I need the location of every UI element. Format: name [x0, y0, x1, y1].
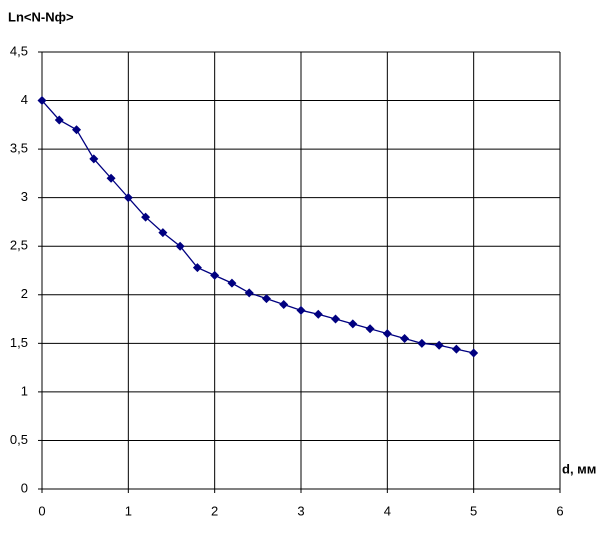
y-tick-label: 0 — [21, 480, 28, 495]
x-tick-label: 1 — [125, 503, 132, 518]
y-axis-label: Ln<N-Nф> — [8, 9, 74, 24]
data-point — [469, 348, 479, 358]
y-tick-label: 1 — [21, 383, 28, 398]
data-point — [192, 263, 202, 273]
y-tick-label: 4 — [21, 92, 28, 107]
data-point — [210, 270, 220, 280]
data-point — [296, 305, 306, 315]
data-point — [279, 299, 289, 309]
data-point — [244, 288, 254, 298]
x-tick-label: 3 — [297, 503, 304, 518]
data-point — [365, 324, 375, 334]
x-tick-label: 4 — [384, 503, 391, 518]
data-point — [89, 154, 99, 164]
data-point — [434, 340, 444, 350]
data-point — [417, 338, 427, 348]
y-tick-label: 2,5 — [10, 238, 28, 253]
y-tick-label: 3,5 — [10, 141, 28, 156]
data-point — [313, 309, 323, 319]
data-point — [158, 228, 168, 238]
data-point — [54, 115, 64, 125]
data-point — [227, 278, 237, 288]
data-point — [451, 344, 461, 354]
y-tick-label: 0,5 — [10, 432, 28, 447]
data-point — [331, 314, 341, 324]
data-point — [175, 241, 185, 251]
data-line — [41, 100, 474, 354]
y-tick-label: 3 — [21, 189, 28, 204]
x-axis-label: d, мм — [562, 461, 596, 476]
y-tick-label: 1,5 — [10, 335, 28, 350]
data-point — [261, 294, 271, 304]
x-tick-label: 0 — [38, 503, 45, 518]
y-tick-label: 2 — [21, 286, 28, 301]
data-point — [400, 333, 410, 343]
x-tick-label: 5 — [470, 503, 477, 518]
data-point — [141, 212, 151, 222]
data-point — [106, 173, 116, 183]
data-point — [37, 96, 47, 106]
x-tick-label: 6 — [556, 503, 563, 518]
data-point — [123, 193, 133, 203]
x-tick-label: 2 — [211, 503, 218, 518]
data-point — [348, 319, 358, 329]
data-point — [72, 125, 82, 135]
y-tick-label: 4,5 — [10, 43, 28, 58]
data-point — [382, 329, 392, 339]
